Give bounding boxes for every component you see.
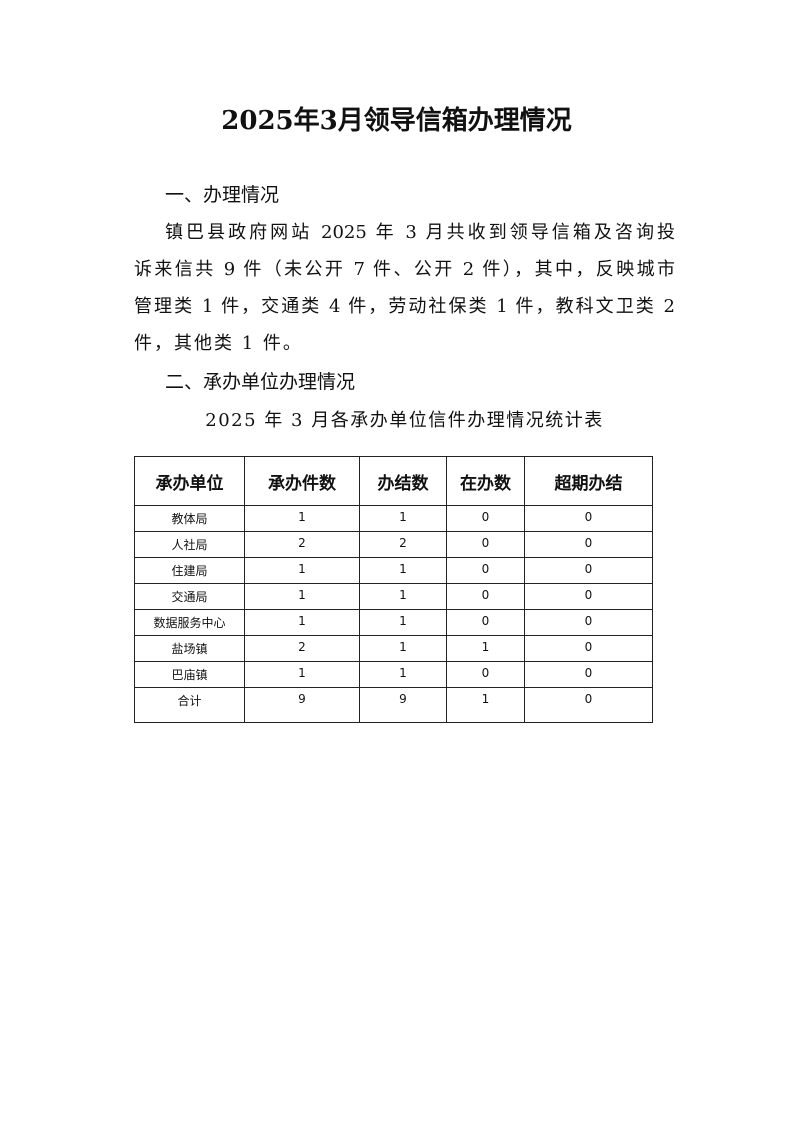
section2-heading: 二、承办单位办理情况 bbox=[165, 371, 356, 393]
table-row: 人社局 2 2 0 0 bbox=[134, 531, 653, 558]
table-row: 教体局 1 1 0 0 bbox=[134, 505, 653, 532]
table-cell: 1 bbox=[359, 505, 447, 532]
table-cell: 0 bbox=[446, 557, 525, 584]
table-cell: 0 bbox=[524, 583, 653, 610]
table-cell: 巴庙镇 bbox=[134, 661, 245, 688]
table-header-row: 承办单位 承办件数 办结数 在办数 超期办结 bbox=[134, 456, 653, 506]
table-cell: 1 bbox=[244, 661, 360, 688]
statistics-table: 承办单位 承办件数 办结数 在办数 超期办结 教体局 1 1 0 0 人社局 2 2 0 0 住建局 1 1 0 0… bbox=[134, 456, 653, 723]
table-cell: 0 bbox=[524, 635, 653, 662]
table-cell: 2 bbox=[244, 635, 360, 662]
table-row: 住建局 1 1 0 0 bbox=[134, 557, 653, 584]
column-header: 承办件数 bbox=[244, 456, 360, 506]
table-cell: 0 bbox=[446, 531, 525, 558]
table-caption: 2025 年 3 月各承办单位信件办理情况统计表 bbox=[205, 410, 604, 431]
table-cell: 2 bbox=[244, 531, 360, 558]
table-cell: 9 bbox=[359, 687, 447, 723]
table-cell: 合计 bbox=[134, 687, 245, 723]
table-cell: 盐场镇 bbox=[134, 635, 245, 662]
table-row: 巴庙镇 1 1 0 0 bbox=[134, 661, 653, 688]
table-cell: 0 bbox=[446, 661, 525, 688]
table-cell: 0 bbox=[446, 583, 525, 610]
table-cell: 1 bbox=[244, 609, 360, 636]
table-cell: 9 bbox=[244, 687, 360, 723]
table-cell: 0 bbox=[524, 661, 653, 688]
table-cell: 人社局 bbox=[134, 531, 245, 558]
table-row: 盐场镇 2 1 1 0 bbox=[134, 635, 653, 662]
table-row: 数据服务中心 1 1 0 0 bbox=[134, 609, 653, 636]
table-cell: 1 bbox=[359, 609, 447, 636]
table-row: 交通局 1 1 0 0 bbox=[134, 583, 653, 610]
paragraph-line: 管理类 1 件，交通类 4 件，劳动社保类 1 件，教科文卫类 2 bbox=[134, 296, 675, 317]
table-cell: 0 bbox=[524, 557, 653, 584]
paragraph-line: 诉来信共 9 件（未公开 7 件、公开 2 件），其中，反映城市 bbox=[134, 259, 675, 280]
table-cell: 住建局 bbox=[134, 557, 245, 584]
table-total-row: 合计 9 9 1 0 bbox=[134, 687, 653, 723]
table-cell: 1 bbox=[446, 635, 525, 662]
column-header: 超期办结 bbox=[524, 456, 653, 506]
document-title: 2025年3月领导信箱办理情况 bbox=[221, 106, 572, 136]
table-cell: 1 bbox=[359, 557, 447, 584]
table-cell: 1 bbox=[244, 505, 360, 532]
table-cell: 1 bbox=[359, 661, 447, 688]
table-cell: 教体局 bbox=[134, 505, 245, 532]
table-cell: 0 bbox=[446, 505, 525, 532]
table-cell: 1 bbox=[244, 557, 360, 584]
table-cell: 0 bbox=[524, 531, 653, 558]
column-header: 在办数 bbox=[446, 456, 525, 506]
table-cell: 1 bbox=[446, 687, 525, 723]
section1-heading: 一、办理情况 bbox=[165, 184, 280, 206]
table-cell: 1 bbox=[244, 583, 360, 610]
table-cell: 0 bbox=[524, 687, 653, 723]
table-cell: 1 bbox=[359, 635, 447, 662]
column-header: 办结数 bbox=[359, 456, 447, 506]
table-cell: 数据服务中心 bbox=[134, 609, 245, 636]
table-cell: 2 bbox=[359, 531, 447, 558]
paragraph-line: 镇巴县政府网站 2025 年 3 月共收到领导信箱及咨询投 bbox=[165, 222, 675, 243]
table-cell: 0 bbox=[524, 505, 653, 532]
table-cell: 交通局 bbox=[134, 583, 245, 610]
column-header: 承办单位 bbox=[134, 456, 245, 506]
table-cell: 0 bbox=[524, 609, 653, 636]
paragraph-line: 件，其他类 1 件。 bbox=[134, 333, 303, 354]
table-cell: 1 bbox=[359, 583, 447, 610]
table-cell: 0 bbox=[446, 609, 525, 636]
